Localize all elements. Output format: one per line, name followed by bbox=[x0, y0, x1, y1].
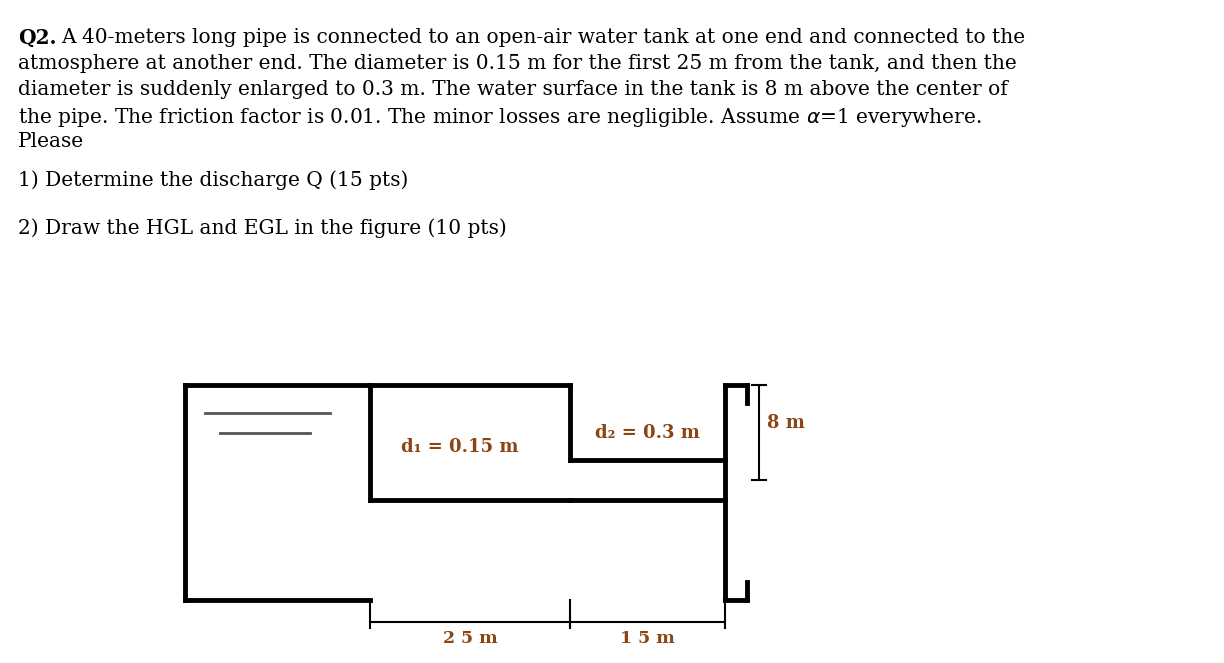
Text: A 40-meters long pipe is connected to an open-air water tank at one end and conn: A 40-meters long pipe is connected to an… bbox=[61, 28, 1026, 47]
Text: the pipe. The friction factor is 0.01. The minor losses are negligible. Assume $: the pipe. The friction factor is 0.01. T… bbox=[18, 106, 982, 129]
Text: 1 5 m: 1 5 m bbox=[621, 630, 674, 647]
Text: diameter is suddenly enlarged to 0.3 m. The water surface in the tank is 8 m abo: diameter is suddenly enlarged to 0.3 m. … bbox=[18, 80, 1007, 99]
Text: d₁ = 0.15 m: d₁ = 0.15 m bbox=[401, 438, 519, 457]
Text: 2 5 m: 2 5 m bbox=[443, 630, 497, 647]
Text: atmosphere at another end. The diameter is 0.15 m for the first 25 m from the ta: atmosphere at another end. The diameter … bbox=[18, 54, 1017, 73]
Text: d₂ = 0.3 m: d₂ = 0.3 m bbox=[595, 424, 700, 442]
Text: 8 m: 8 m bbox=[767, 414, 805, 432]
Text: 1) Determine the discharge Q (15 pts): 1) Determine the discharge Q (15 pts) bbox=[18, 170, 409, 190]
Text: 2) Draw the HGL and EGL in the figure (10 pts): 2) Draw the HGL and EGL in the figure (1… bbox=[18, 218, 507, 237]
Text: Q2.: Q2. bbox=[18, 28, 56, 48]
Text: Please: Please bbox=[18, 132, 84, 151]
